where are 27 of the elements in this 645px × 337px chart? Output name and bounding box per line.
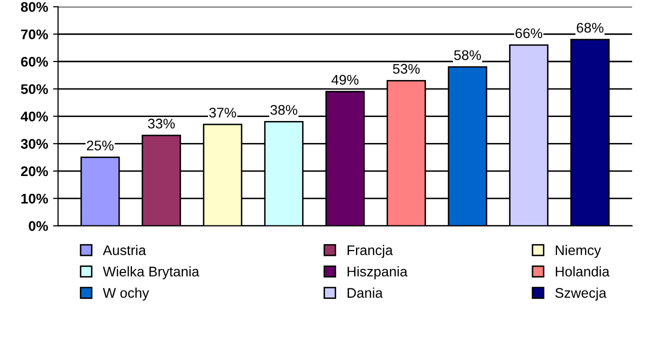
data-label: 68% — [576, 22, 604, 33]
legend-label: Dania — [348, 288, 383, 298]
legend-label: Hiszpania — [348, 266, 408, 280]
y-tick-label: 30% — [20, 138, 48, 149]
data-label: 25% — [86, 140, 114, 150]
y-tick-label: 70% — [21, 29, 48, 40]
data-label: 49% — [331, 74, 358, 85]
legend-label: Szwecja — [555, 288, 606, 301]
legend-label: W ochy — [102, 288, 150, 301]
y-tick-label: 80% — [20, 2, 48, 12]
legend-label: Austria — [102, 244, 146, 256]
y-tick-label: 10% — [21, 194, 48, 204]
data-label: 37% — [209, 108, 236, 118]
legend-label: Wielka Brytania — [102, 266, 200, 280]
y-tick-label: 0% — [28, 221, 48, 231]
legend-label: Holandia — [556, 266, 610, 276]
legend-label: Niemcy — [556, 244, 602, 258]
data-label: 66% — [516, 28, 542, 38]
data-label: 58% — [454, 50, 481, 60]
data-label: 53% — [392, 64, 420, 74]
legend-label: Francja — [348, 244, 393, 258]
y-tick-label: 20% — [21, 166, 48, 176]
data-label: 33% — [148, 118, 175, 129]
y-tick-label: 60% — [21, 56, 48, 67]
y-tick-label: 50% — [20, 84, 48, 94]
y-tick-label: 40% — [20, 112, 48, 122]
data-label: 38% — [270, 104, 298, 115]
